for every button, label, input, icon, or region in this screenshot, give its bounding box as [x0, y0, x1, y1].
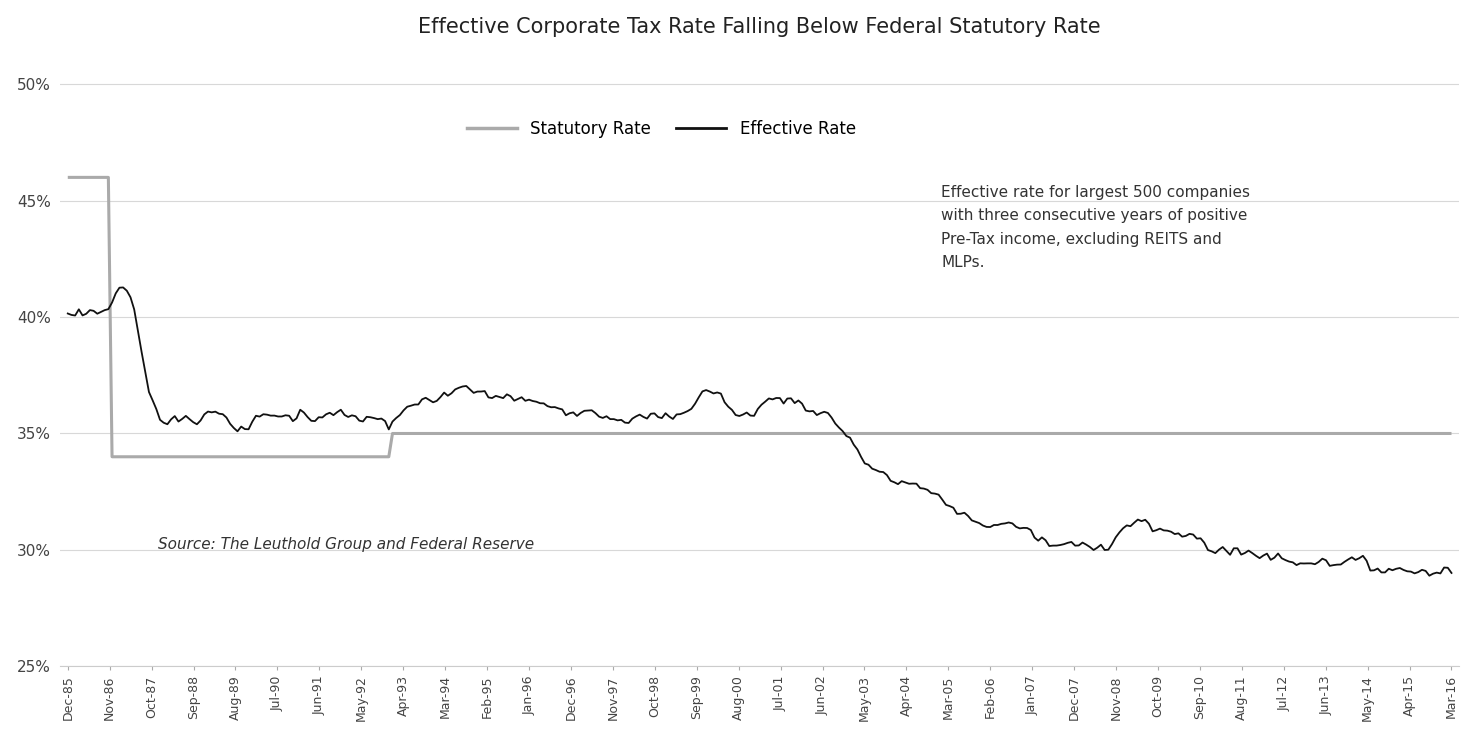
Legend: Statutory Rate, Effective Rate: Statutory Rate, Effective Rate [461, 113, 862, 145]
Title: Effective Corporate Tax Rate Falling Below Federal Statutory Rate: Effective Corporate Tax Rate Falling Bel… [418, 17, 1101, 37]
Text: Source: The Leuthold Group and Federal Reserve: Source: The Leuthold Group and Federal R… [158, 537, 534, 552]
Text: Effective rate for largest 500 companies
with three consecutive years of positiv: Effective rate for largest 500 companies… [942, 185, 1250, 270]
